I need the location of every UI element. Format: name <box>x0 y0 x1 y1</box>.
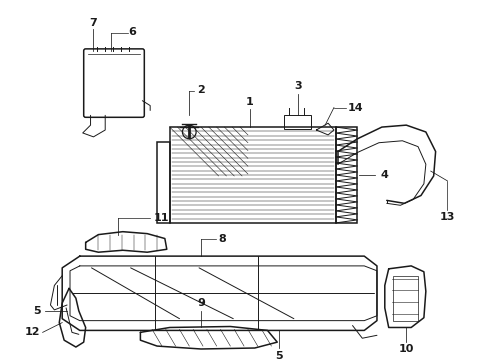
Text: 5: 5 <box>33 306 41 316</box>
Text: 5: 5 <box>275 351 283 360</box>
Text: 9: 9 <box>197 298 205 308</box>
Bar <box>336 127 357 223</box>
Bar <box>284 115 312 129</box>
Text: 1: 1 <box>246 97 254 107</box>
Text: 11: 11 <box>154 213 170 223</box>
Text: 12: 12 <box>25 327 41 337</box>
Bar <box>157 142 170 223</box>
Text: 13: 13 <box>440 212 455 222</box>
Text: 4: 4 <box>381 170 389 180</box>
Text: 2: 2 <box>197 85 205 95</box>
Text: 6: 6 <box>129 27 137 37</box>
Text: 7: 7 <box>90 18 98 28</box>
Bar <box>392 276 418 321</box>
Text: 3: 3 <box>294 81 302 91</box>
Bar <box>170 127 336 223</box>
Text: 14: 14 <box>347 103 363 113</box>
Text: 8: 8 <box>219 234 226 243</box>
Text: 10: 10 <box>398 344 414 354</box>
